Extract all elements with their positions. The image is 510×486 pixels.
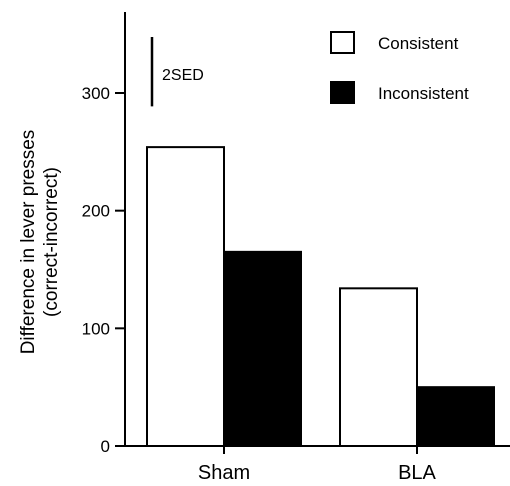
- bar-sham-inconsistent: [223, 250, 302, 447]
- category-label-sham: Sham: [198, 462, 250, 484]
- legend-swatch-consistent: [330, 31, 355, 54]
- legend-swatch-inconsistent: [330, 81, 355, 104]
- bar-bla-consistent: [339, 287, 418, 447]
- category-labels: Sham BLA: [198, 446, 437, 484]
- sed-scale-bar: 2SED: [150, 37, 204, 107]
- y-tick-label: 0: [101, 437, 110, 456]
- category-label-bla: BLA: [398, 462, 436, 484]
- y-tick-label: 300: [82, 84, 110, 103]
- legend-label-consistent: Consistent: [378, 34, 459, 53]
- sed-label: 2SED: [162, 67, 204, 84]
- y-ticks: 0 100 200 300: [82, 84, 125, 456]
- y-tick-label: 200: [82, 202, 110, 221]
- bar-sham-consistent: [146, 146, 225, 447]
- axes: [124, 12, 510, 447]
- legend-label-inconsistent: Inconsistent: [378, 84, 469, 103]
- legend: Consistent Inconsistent: [330, 31, 469, 104]
- y-axis-title-line-1: Difference in lever presses: [18, 130, 39, 355]
- y-axis-title-line-2: (correct-incorrect): [41, 167, 62, 317]
- y-tick-label: 100: [82, 319, 110, 338]
- bar-bla-inconsistent: [416, 386, 495, 447]
- bars: [146, 146, 495, 447]
- y-axis-title: Difference in lever presses (correct-inc…: [18, 130, 62, 355]
